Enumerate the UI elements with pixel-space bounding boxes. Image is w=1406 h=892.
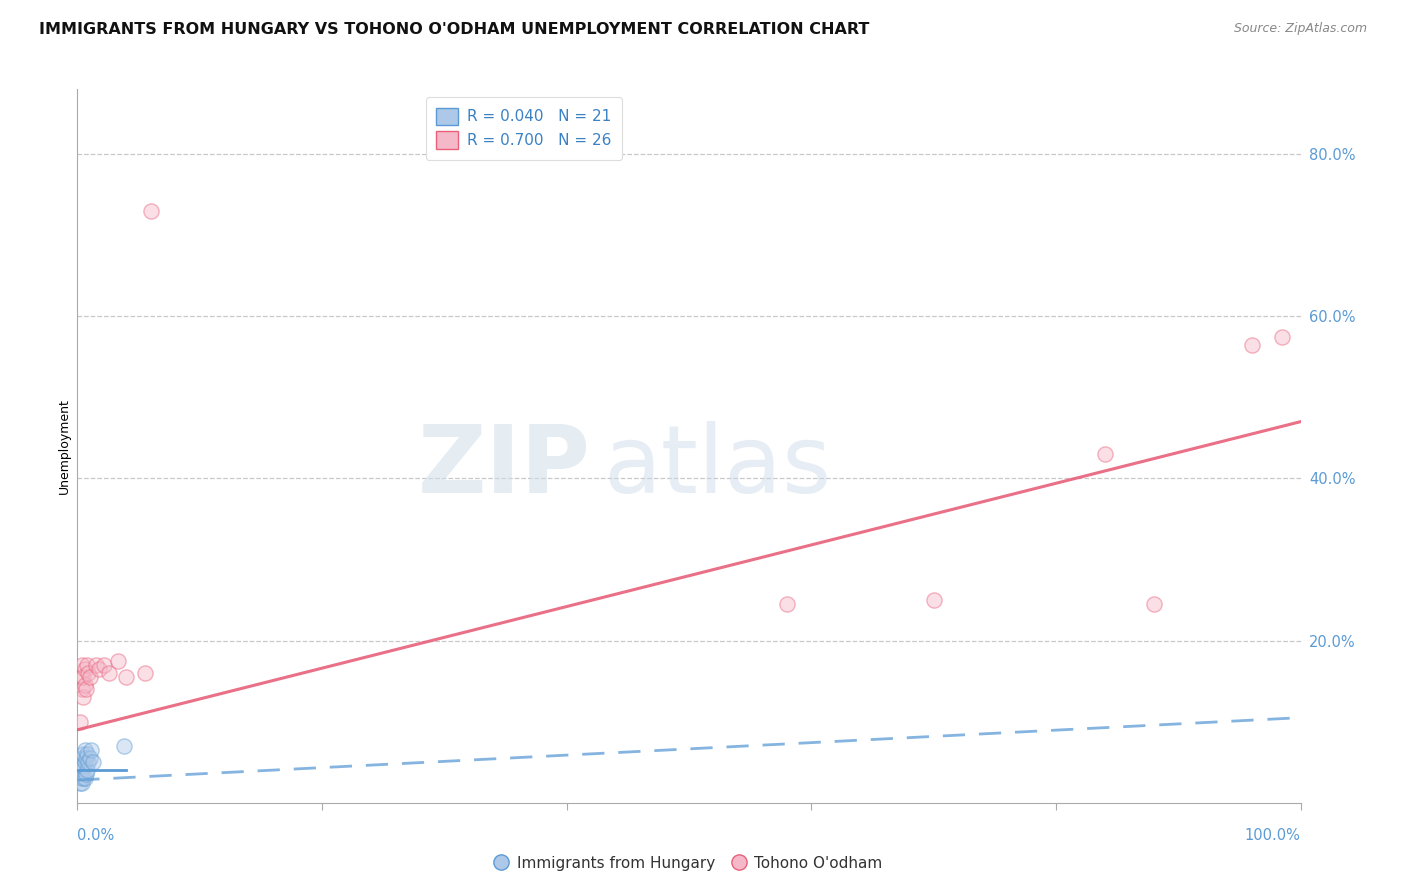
Point [84, 657, 107, 672]
Point [1143, 597, 1166, 611]
Point [77, 756, 100, 770]
Point [73, 756, 96, 770]
Point [77, 666, 100, 681]
Point [70, 764, 93, 778]
Point [75, 751, 97, 765]
Y-axis label: Unemployment: Unemployment [58, 398, 70, 494]
Point [89, 662, 111, 676]
Point [134, 666, 156, 681]
Text: IMMIGRANTS FROM HUNGARY VS TOHONO O'ODHAM UNEMPLOYMENT CORRELATION CHART: IMMIGRANTS FROM HUNGARY VS TOHONO O'ODHA… [39, 22, 870, 37]
Point [73, 772, 96, 786]
Text: ZIP: ZIP [418, 421, 591, 514]
Point [75, 682, 97, 697]
Point [76, 747, 98, 761]
Point [72, 747, 94, 761]
Point [115, 670, 138, 684]
Point [70, 657, 93, 672]
Point [70, 775, 93, 789]
Point [79, 670, 101, 684]
Text: atlas: atlas [603, 421, 831, 514]
Point [73, 743, 96, 757]
Point [98, 666, 121, 681]
Point [1240, 337, 1263, 351]
Point [70, 751, 93, 765]
Text: 100.0%: 100.0% [1244, 828, 1301, 843]
Point [80, 743, 103, 757]
Point [72, 759, 94, 773]
Point [70, 670, 93, 684]
Point [112, 739, 135, 753]
Point [72, 690, 94, 705]
Point [75, 767, 97, 781]
Point [69, 775, 91, 789]
Point [79, 751, 101, 765]
Point [70, 682, 93, 697]
Point [1271, 329, 1294, 343]
Point [922, 593, 945, 607]
Point [70, 772, 93, 786]
Point [107, 654, 129, 668]
Text: 0.0%: 0.0% [77, 828, 114, 843]
Point [1094, 447, 1116, 461]
Point [73, 678, 96, 692]
Legend: Immigrants from Hungary, Tohono O'odham: Immigrants from Hungary, Tohono O'odham [489, 850, 889, 877]
Point [72, 772, 94, 786]
Point [69, 714, 91, 729]
Point [70, 759, 93, 773]
Point [73, 662, 96, 676]
Point [776, 597, 799, 611]
Point [76, 764, 98, 778]
Point [76, 657, 98, 672]
Point [139, 203, 162, 218]
Point [93, 657, 115, 672]
Point [82, 756, 104, 770]
Point [72, 670, 94, 684]
Text: Source: ZipAtlas.com: Source: ZipAtlas.com [1233, 22, 1367, 36]
